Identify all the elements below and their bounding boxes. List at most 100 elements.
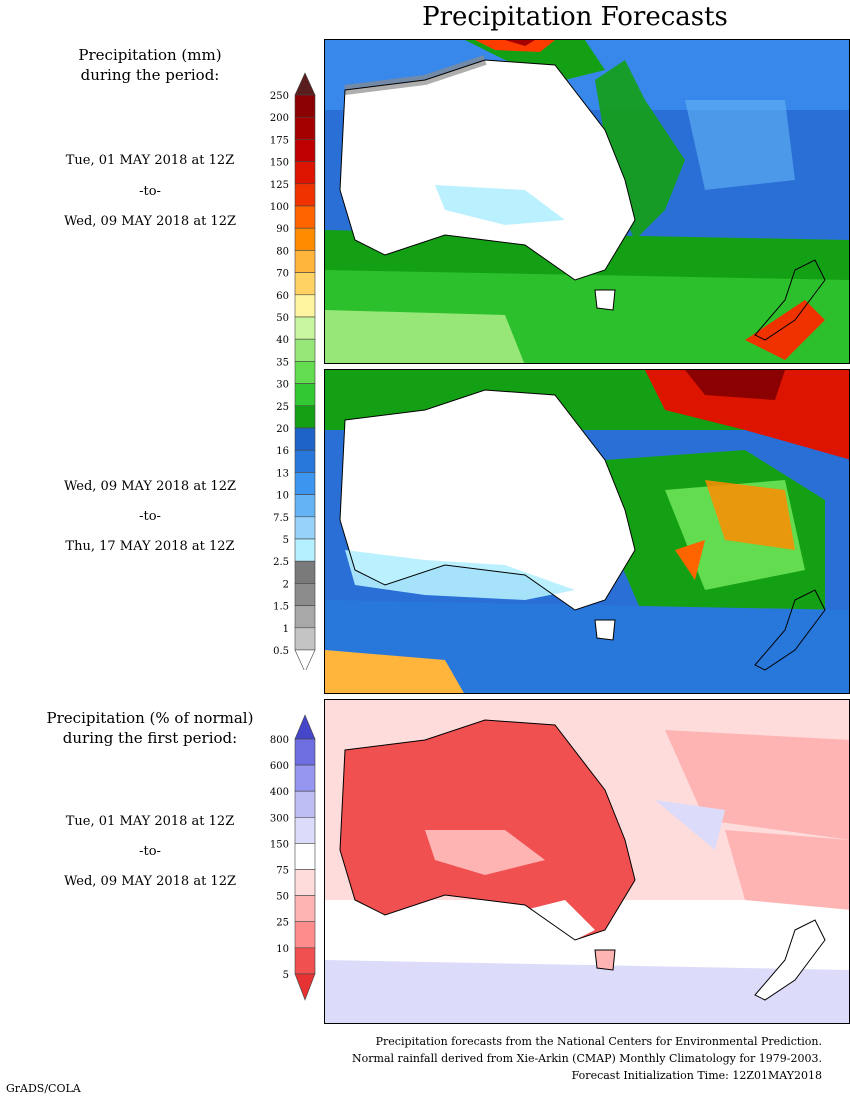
colorbar-mm-swatch <box>294 605 316 629</box>
colorbar-pct-tick-label: 800 <box>270 735 289 746</box>
colorbar-mm-swatch <box>294 361 316 384</box>
colorbar-pct-swatch <box>294 947 316 975</box>
colorbar-mm-tick-label: 30 <box>276 380 289 391</box>
precip-mm-label-line1: Precipitation (mm) <box>78 46 222 64</box>
credit-text: GrADS/COLA <box>6 1082 81 1095</box>
colorbar-pct-swatch <box>294 843 316 870</box>
colorbar-mm-tick-label: 2 <box>283 579 289 590</box>
colorbar-mm-swatch <box>294 316 316 340</box>
period2-sep: -to- <box>139 509 161 524</box>
colorbar-mm-swatch <box>294 161 316 185</box>
colorbar-pct-tick-label: 300 <box>270 813 289 824</box>
period3-sep: -to- <box>139 844 161 859</box>
footer-line2: Normal rainfall derived from Xie-Arkin (… <box>352 1052 822 1065</box>
map-panel-period2 <box>324 369 850 694</box>
colorbar-mm-swatch <box>294 183 316 207</box>
precip-pct-label-line2: during the first period: <box>62 729 238 747</box>
precip-pct-label: Precipitation (% of normal) during the f… <box>0 708 300 748</box>
colorbar-mm-top-arrow <box>294 72 316 96</box>
map-period2 <box>325 370 849 693</box>
colorbar-mm-tick-label: 5 <box>283 535 289 546</box>
colorbar-mm-tick-label: 100 <box>270 202 289 213</box>
colorbar-mm-tick-label: 0.5 <box>273 646 289 657</box>
colorbar-pct: 800 600 400 300 150 75 50 25 10 5 <box>270 714 316 1001</box>
colorbar-mm-swatch <box>294 139 316 162</box>
colorbar-mm-tick-label: 25 <box>276 402 289 413</box>
colorbar-mm-tick-label: 90 <box>276 224 289 235</box>
colorbar-mm-swatch <box>294 560 316 584</box>
colorbar-mm-tick-label: 50 <box>276 313 289 324</box>
period1-sep: -to- <box>139 184 161 199</box>
colorbar-mm-swatch <box>294 472 316 495</box>
colorbar-pct-bottom-arrow <box>294 973 316 1001</box>
precip-mm-label-line2: during the period: <box>80 66 220 84</box>
period3-from: Tue, 01 MAY 2018 at 12Z <box>65 814 235 829</box>
colorbar-mm-swatch <box>294 338 316 362</box>
colorbar-mm-tick-label: 20 <box>276 424 289 435</box>
precip-mm-label: Precipitation (mm) during the period: <box>0 45 300 85</box>
period3-to: Wed, 09 MAY 2018 at 12Z <box>63 874 237 889</box>
colorbar-mm-swatch <box>294 250 316 273</box>
colorbar-pct-tick-label: 400 <box>270 787 289 798</box>
colorbar-mm-tick-label: 80 <box>276 246 289 257</box>
colorbar-mm-swatch <box>294 538 316 562</box>
colorbar-pct-tick-label: 75 <box>276 866 289 877</box>
colorbar-mm-tick-label: 70 <box>276 269 289 280</box>
colorbar-mm-swatch <box>294 205 316 229</box>
period2-to: Thu, 17 MAY 2018 at 12Z <box>65 539 235 554</box>
footer-line3: Forecast Initialization Time: 12Z01MAY20… <box>571 1069 822 1082</box>
colorbar-pct-swatch <box>294 790 316 818</box>
colorbar-pct-tick-label: 10 <box>276 944 289 955</box>
colorbar-pct-tick-label: 5 <box>283 970 289 981</box>
colorbar-pct-swatch <box>294 895 316 923</box>
colorbar-mm-swatch <box>294 449 316 473</box>
colorbar-pct-swatch <box>294 869 316 896</box>
map-panel-period1 <box>324 39 850 364</box>
colorbar-pct-swatch <box>294 738 316 766</box>
colorbar-mm-tick-label: 60 <box>276 291 289 302</box>
colorbar-mm-swatch <box>294 405 316 429</box>
colorbar-mm-swatch <box>294 294 316 318</box>
colorbar-pct-swatch <box>294 921 316 949</box>
colorbar-mm-swatch <box>294 494 316 518</box>
map-period1 <box>325 40 849 363</box>
map-panel-percent-normal <box>324 699 850 1024</box>
colorbar-mm-tick-label: 1.5 <box>273 602 289 613</box>
map-percent-normal <box>325 700 849 1023</box>
colorbar-mm-tick-label: 125 <box>270 180 289 191</box>
footer-line1: Precipitation forecasts from the Nationa… <box>375 1035 822 1048</box>
colorbar-mm-tick-label: 13 <box>276 468 289 479</box>
colorbar-mm-tick-label: 16 <box>276 446 289 457</box>
colorbar-mm-tick-label: 2.5 <box>273 557 289 568</box>
page-title: Precipitation Forecasts <box>422 2 728 32</box>
colorbar-pct-tick-label: 600 <box>270 761 289 772</box>
colorbar-mm-swatch <box>294 583 316 606</box>
colorbar-mm-tick-label: 200 <box>270 113 289 124</box>
colorbar-mm-swatch <box>294 94 316 118</box>
period2-from: Wed, 09 MAY 2018 at 12Z <box>63 479 237 494</box>
colorbar-mm-swatch <box>294 116 316 140</box>
colorbar-mm-swatch <box>294 516 316 540</box>
period1-to: Wed, 09 MAY 2018 at 12Z <box>63 214 237 229</box>
colorbar-mm-tick-label: 7.5 <box>273 513 289 524</box>
colorbar-pct-tick-label: 50 <box>276 892 289 903</box>
colorbar-mm-tick-label: 1 <box>283 624 289 635</box>
colorbar-mm: 2502001751501251009080706050403530252016… <box>270 72 316 670</box>
colorbar-mm-tick-label: 250 <box>270 91 289 102</box>
period1-from: Tue, 01 MAY 2018 at 12Z <box>65 153 235 168</box>
colorbar-pct-tick-label: 25 <box>276 918 289 929</box>
colorbar-mm-tick-label: 10 <box>276 491 289 502</box>
colorbar-mm-tick-label: 175 <box>270 135 289 146</box>
colorbar-mm-swatch <box>294 427 316 451</box>
colorbar-mm-tick-label: 40 <box>276 335 289 346</box>
colorbar-mm-tick-label: 150 <box>270 158 289 169</box>
colorbar-mm-bottom-arrow <box>294 649 316 670</box>
colorbar-pct-top-arrow <box>294 714 316 740</box>
colorbar-mm-swatch <box>294 383 316 407</box>
colorbar-pct-tick-label: 150 <box>270 839 289 850</box>
colorbar-mm-swatch <box>294 227 316 251</box>
colorbar-mm-swatch <box>294 627 316 651</box>
colorbar-mm-tick-label: 35 <box>276 357 289 368</box>
colorbar-pct-swatch <box>294 764 316 792</box>
precip-pct-label-line1: Precipitation (% of normal) <box>46 709 254 727</box>
